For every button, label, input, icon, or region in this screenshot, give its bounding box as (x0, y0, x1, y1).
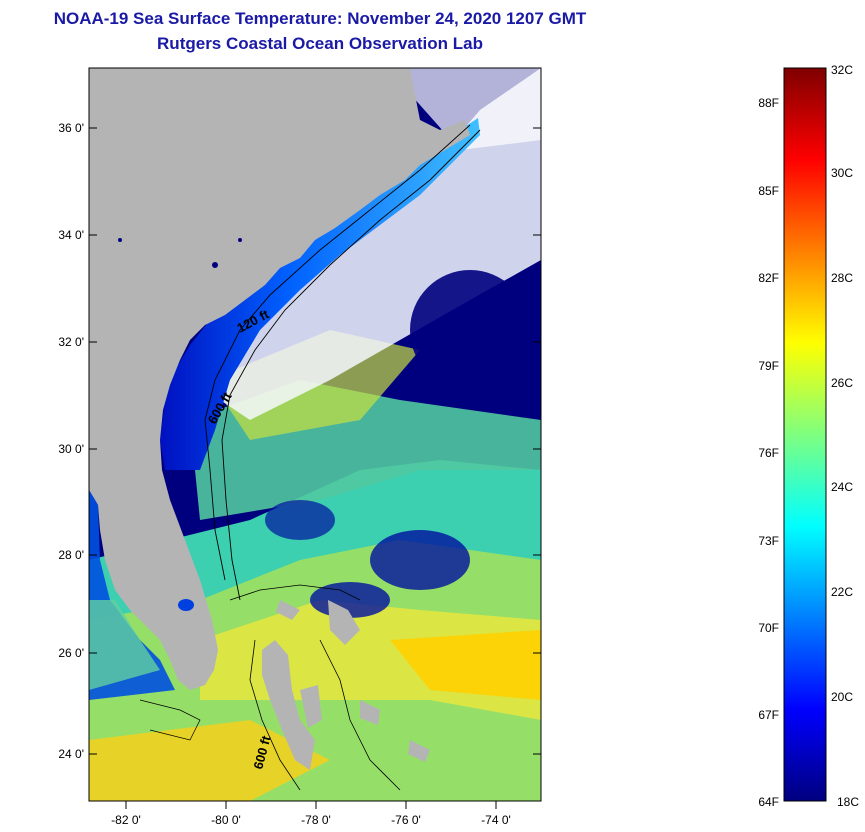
lat-tick-label: 32 0' (58, 335, 84, 349)
longitude-axis (125, 801, 497, 809)
colorbar-fahrenheit-label: 64F (758, 795, 779, 809)
colorbar-celsius-label: 30C (831, 166, 853, 180)
colorbar-fahrenheit-label: 76F (758, 446, 779, 460)
lat-tick-label: 34 0' (58, 228, 84, 242)
lat-tick-label: 28 0' (58, 548, 84, 562)
lat-tick-label: 24 0' (58, 747, 84, 761)
colorbar-celsius-label: 26C (831, 376, 853, 390)
map-image (89, 68, 541, 801)
latitude-axis (89, 127, 541, 755)
colorbar-celsius-label: 22C (831, 585, 853, 599)
land-mass (89, 68, 470, 690)
bahamas-islands (262, 640, 315, 770)
lon-tick-label: -82 0' (111, 813, 141, 827)
colorbar-fahrenheit-label: 85F (758, 184, 779, 198)
lat-tick-label: 26 0' (58, 646, 84, 660)
colorbar-celsius-label: 32C (831, 63, 853, 77)
map-title: NOAA-19 Sea Surface Temperature: Novembe… (53, 9, 587, 28)
lake-okeechobee (178, 599, 194, 611)
colorbar-fahrenheit-label: 82F (758, 271, 779, 285)
contour-600ft (221, 129, 481, 601)
lat-tick-label: 30 0' (58, 442, 84, 456)
colorbar-celsius-label: 20C (831, 690, 853, 704)
cloud-cover (220, 68, 541, 420)
colorbar-fahrenheit-label: 70F (758, 621, 779, 635)
lon-tick-label: -78 0' (301, 813, 331, 827)
colorbar-fahrenheit-label: 88F (758, 96, 779, 110)
colorbar-celsius-label: 28C (831, 271, 853, 285)
colorbar-fahrenheit-label: 73F (758, 534, 779, 548)
lon-tick-label: -80 0' (211, 813, 241, 827)
colorbar-celsius-label: 18C (837, 795, 859, 809)
colorbar-celsius-label: 24C (831, 480, 853, 494)
map-frame (88, 67, 542, 802)
contour-120ft (204, 124, 471, 581)
colorbar (783, 67, 827, 802)
lon-tick-label: -74 0' (481, 813, 511, 827)
colorbar-fahrenheit-label: 67F (758, 708, 779, 722)
lon-tick-label: -76 0' (391, 813, 421, 827)
coastal-cold-band (160, 118, 480, 470)
lat-tick-label: 36 0' (58, 121, 84, 135)
colorbar-fahrenheit-label: 79F (758, 359, 779, 373)
map-subtitle: Rutgers Coastal Ocean Observation Lab (157, 34, 483, 53)
